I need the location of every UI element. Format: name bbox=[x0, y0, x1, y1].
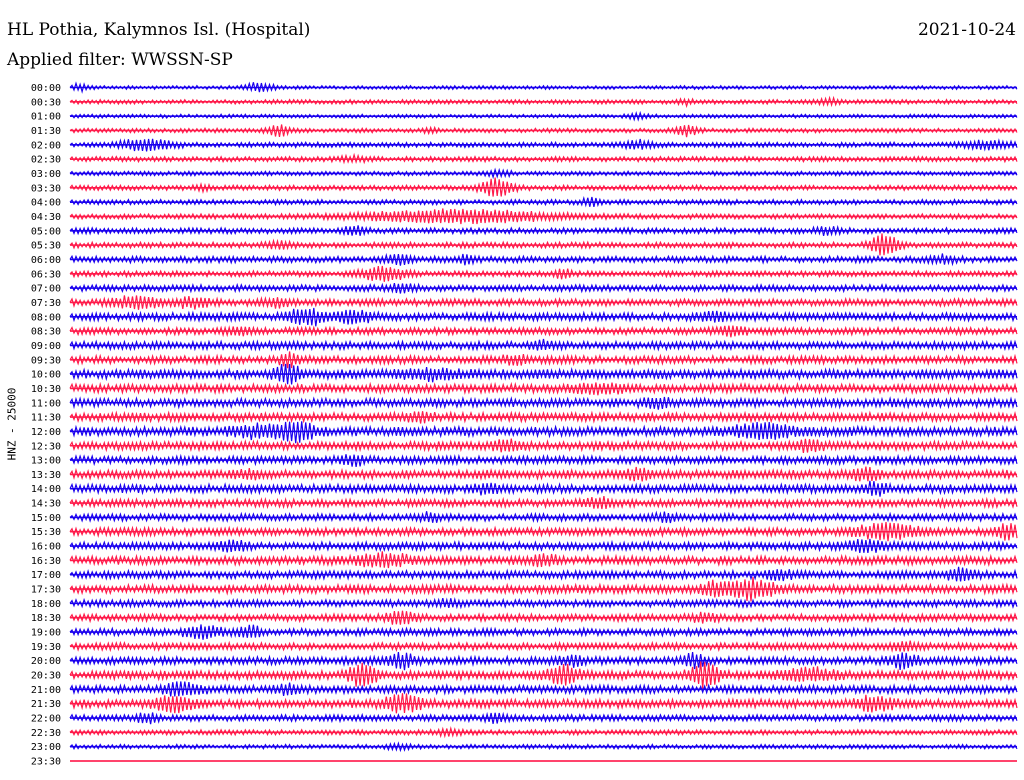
time-tick-label: 05:30 bbox=[31, 241, 61, 252]
time-tick-label: 08:30 bbox=[31, 327, 61, 338]
time-tick-label: 20:00 bbox=[31, 656, 61, 667]
trace-line bbox=[69, 566, 1018, 582]
trace-line bbox=[69, 577, 1018, 602]
time-tick-label: 18:00 bbox=[31, 599, 61, 610]
time-tick-label: 11:00 bbox=[31, 398, 61, 409]
time-tick-label: 07:30 bbox=[31, 298, 61, 309]
time-tick-label: 15:00 bbox=[31, 513, 61, 524]
time-tick-label: 13:00 bbox=[31, 456, 61, 467]
time-tick-label: 03:30 bbox=[31, 183, 61, 194]
time-tick-label: 09:00 bbox=[31, 341, 61, 352]
trace-line bbox=[69, 480, 1018, 497]
date-label: 2021-10-24 bbox=[917, 20, 1016, 40]
trace-line bbox=[69, 711, 1018, 725]
time-tick-label: 01:00 bbox=[31, 112, 61, 123]
time-tick-label: 12:30 bbox=[31, 441, 61, 452]
time-tick-label: 14:00 bbox=[31, 484, 61, 495]
trace-line bbox=[69, 538, 1018, 554]
time-tick-label: 06:00 bbox=[31, 255, 61, 266]
trace-line bbox=[69, 466, 1018, 482]
time-tick-label: 02:00 bbox=[31, 140, 61, 151]
time-tick-label: 08:00 bbox=[31, 312, 61, 323]
time-tick-label: 01:30 bbox=[31, 126, 61, 137]
time-tick-label: 00:30 bbox=[31, 97, 61, 108]
time-tick-label: 13:30 bbox=[31, 470, 61, 481]
time-tick-label: 14:30 bbox=[31, 499, 61, 510]
trace-line bbox=[69, 551, 1018, 569]
time-tick-label: 19:00 bbox=[31, 628, 61, 639]
time-tick-label: 19:30 bbox=[31, 642, 61, 653]
time-tick-label: 23:00 bbox=[31, 742, 61, 753]
time-tick-label: 09:30 bbox=[31, 355, 61, 366]
trace-line bbox=[69, 661, 1018, 689]
time-tick-label: 04:00 bbox=[31, 198, 61, 209]
time-tick-label: 15:30 bbox=[31, 527, 61, 538]
time-tick-label: 06:30 bbox=[31, 269, 61, 280]
time-tick-label: 21:00 bbox=[31, 685, 61, 696]
time-tick-label: 12:00 bbox=[31, 427, 61, 438]
filter-label: Applied filter: WWSSN-SP bbox=[7, 50, 233, 70]
time-tick-label: 21:30 bbox=[31, 699, 61, 710]
trace-line bbox=[69, 510, 1018, 524]
time-tick-label: 23:30 bbox=[31, 757, 61, 768]
time-tick-label: 10:30 bbox=[31, 384, 61, 395]
time-tick-label: 22:00 bbox=[31, 714, 61, 725]
time-tick-label: 07:00 bbox=[31, 284, 61, 295]
trace-line bbox=[69, 421, 1018, 444]
time-tick-label: 10:00 bbox=[31, 370, 61, 381]
station-title: HL Pothia, Kalymnos Isl. (Hospital) bbox=[7, 20, 311, 40]
time-tick-label: 11:30 bbox=[31, 413, 61, 424]
time-tick-label: 02:30 bbox=[31, 155, 61, 166]
time-tick-label: 04:30 bbox=[31, 212, 61, 223]
time-tick-label: 22:30 bbox=[31, 728, 61, 739]
time-tick-label: 05:00 bbox=[31, 226, 61, 237]
time-tick-label: 17:30 bbox=[31, 585, 61, 596]
time-tick-label: 18:30 bbox=[31, 613, 61, 624]
time-tick-label: 20:30 bbox=[31, 671, 61, 682]
time-tick-label: 16:00 bbox=[31, 542, 61, 553]
time-tick-label: 16:30 bbox=[31, 556, 61, 567]
time-tick-label: 17:00 bbox=[31, 570, 61, 581]
time-tick-label: 00:00 bbox=[31, 83, 61, 94]
trace-line bbox=[69, 681, 1018, 697]
time-tick-label: 03:00 bbox=[31, 169, 61, 180]
